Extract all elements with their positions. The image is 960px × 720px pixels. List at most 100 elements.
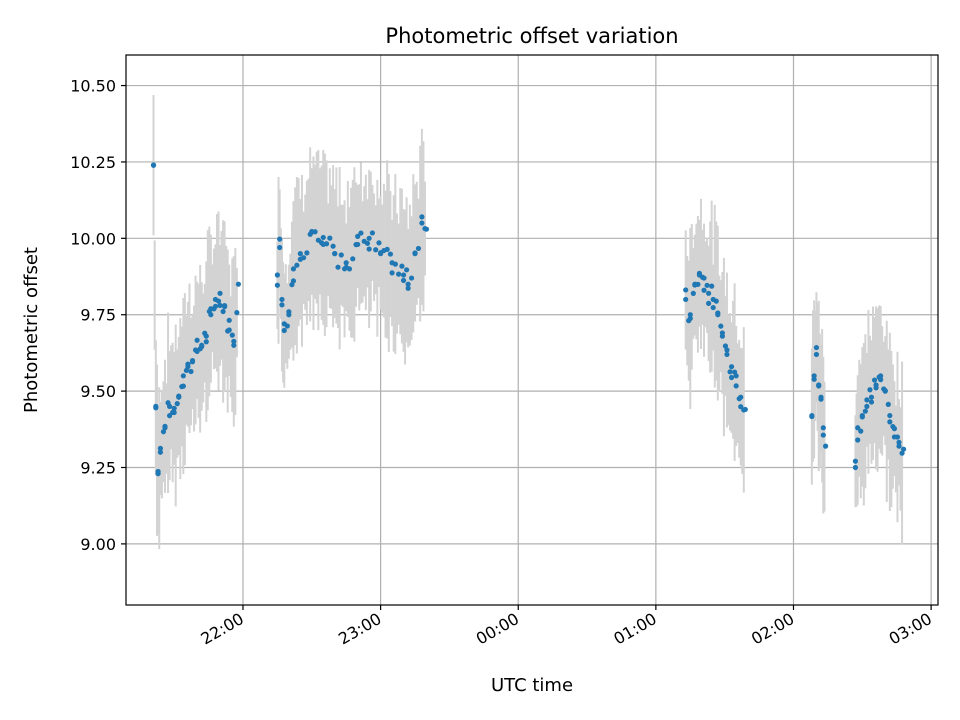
data-point — [279, 296, 285, 303]
data-point — [332, 251, 338, 257]
data-point — [728, 364, 735, 370]
data-point — [896, 439, 902, 445]
data-point — [687, 315, 693, 322]
data-point — [304, 250, 310, 256]
data-point — [217, 290, 223, 296]
data-point — [274, 282, 280, 288]
data-point — [399, 263, 405, 269]
data-point — [813, 351, 820, 358]
data-point — [400, 272, 407, 278]
data-point — [820, 425, 826, 431]
data-point — [715, 312, 721, 318]
y-tick-label: 9.25 — [80, 459, 116, 478]
data-point — [150, 162, 157, 168]
data-point — [366, 235, 372, 241]
data-point — [692, 281, 698, 287]
data-point — [816, 382, 822, 388]
data-point — [364, 240, 371, 246]
plot-frame — [125, 54, 939, 606]
data-point — [864, 403, 870, 409]
data-point — [396, 271, 402, 277]
data-point — [226, 327, 232, 333]
data-point — [706, 290, 712, 296]
data-point — [297, 251, 303, 257]
data-point — [212, 303, 219, 310]
data-point — [878, 373, 884, 379]
data-point — [309, 229, 315, 235]
data-point — [343, 260, 349, 266]
data-point — [327, 235, 333, 241]
data-point — [742, 406, 748, 413]
data-point — [891, 434, 898, 440]
data-point — [706, 300, 712, 306]
data-point — [690, 290, 696, 296]
data-point — [405, 281, 411, 287]
data-point — [820, 432, 826, 438]
data-point — [882, 388, 888, 394]
data-point — [166, 403, 173, 409]
data-point — [274, 272, 280, 278]
data-point — [696, 272, 703, 278]
data-points — [150, 162, 907, 477]
data-point — [400, 277, 407, 284]
data-point — [405, 285, 411, 291]
data-point — [419, 220, 425, 226]
data-point — [338, 252, 344, 258]
data-point — [868, 394, 875, 400]
data-point — [166, 413, 173, 419]
data-point — [412, 251, 418, 257]
data-point — [887, 412, 893, 419]
data-point — [899, 450, 905, 456]
data-point — [203, 339, 209, 345]
data-point — [294, 262, 300, 268]
data-point — [419, 214, 425, 220]
data-point — [373, 247, 379, 253]
grid-lines — [126, 55, 938, 605]
data-point — [738, 404, 744, 410]
data-point — [852, 458, 859, 464]
chart-title: Photometric offset variation — [385, 24, 678, 48]
data-point — [733, 373, 739, 379]
data-point — [408, 275, 415, 281]
data-point — [809, 412, 815, 419]
data-point — [818, 394, 824, 400]
data-point — [369, 230, 376, 236]
data-point — [320, 234, 326, 241]
data-point — [226, 317, 232, 323]
data-point — [155, 471, 161, 477]
data-point — [231, 338, 237, 344]
data-point — [212, 296, 219, 303]
data-point — [384, 246, 390, 252]
data-point — [423, 226, 430, 232]
data-point — [185, 364, 191, 370]
data-point — [867, 387, 873, 393]
data-point — [355, 241, 361, 248]
data-point — [415, 245, 422, 252]
data-point — [389, 260, 395, 266]
data-point — [738, 394, 744, 400]
data-point — [366, 246, 372, 252]
data-point — [887, 419, 893, 425]
data-point — [823, 443, 829, 449]
data-point — [813, 344, 820, 351]
data-point — [900, 446, 907, 452]
data-point — [719, 333, 725, 339]
data-point — [176, 394, 182, 400]
data-point — [722, 343, 729, 349]
x-axis-label: UTC time — [491, 675, 573, 696]
data-point — [389, 270, 395, 276]
data-point — [683, 296, 689, 303]
data-point — [281, 327, 287, 334]
data-point — [194, 337, 200, 343]
data-point — [220, 308, 226, 315]
data-point — [683, 287, 689, 293]
data-point — [290, 278, 297, 284]
data-point — [160, 429, 167, 435]
data-point — [222, 302, 228, 309]
data-point — [704, 282, 710, 288]
data-point — [180, 373, 186, 379]
data-point — [687, 312, 693, 318]
data-point — [320, 241, 326, 248]
data-point — [376, 240, 382, 246]
